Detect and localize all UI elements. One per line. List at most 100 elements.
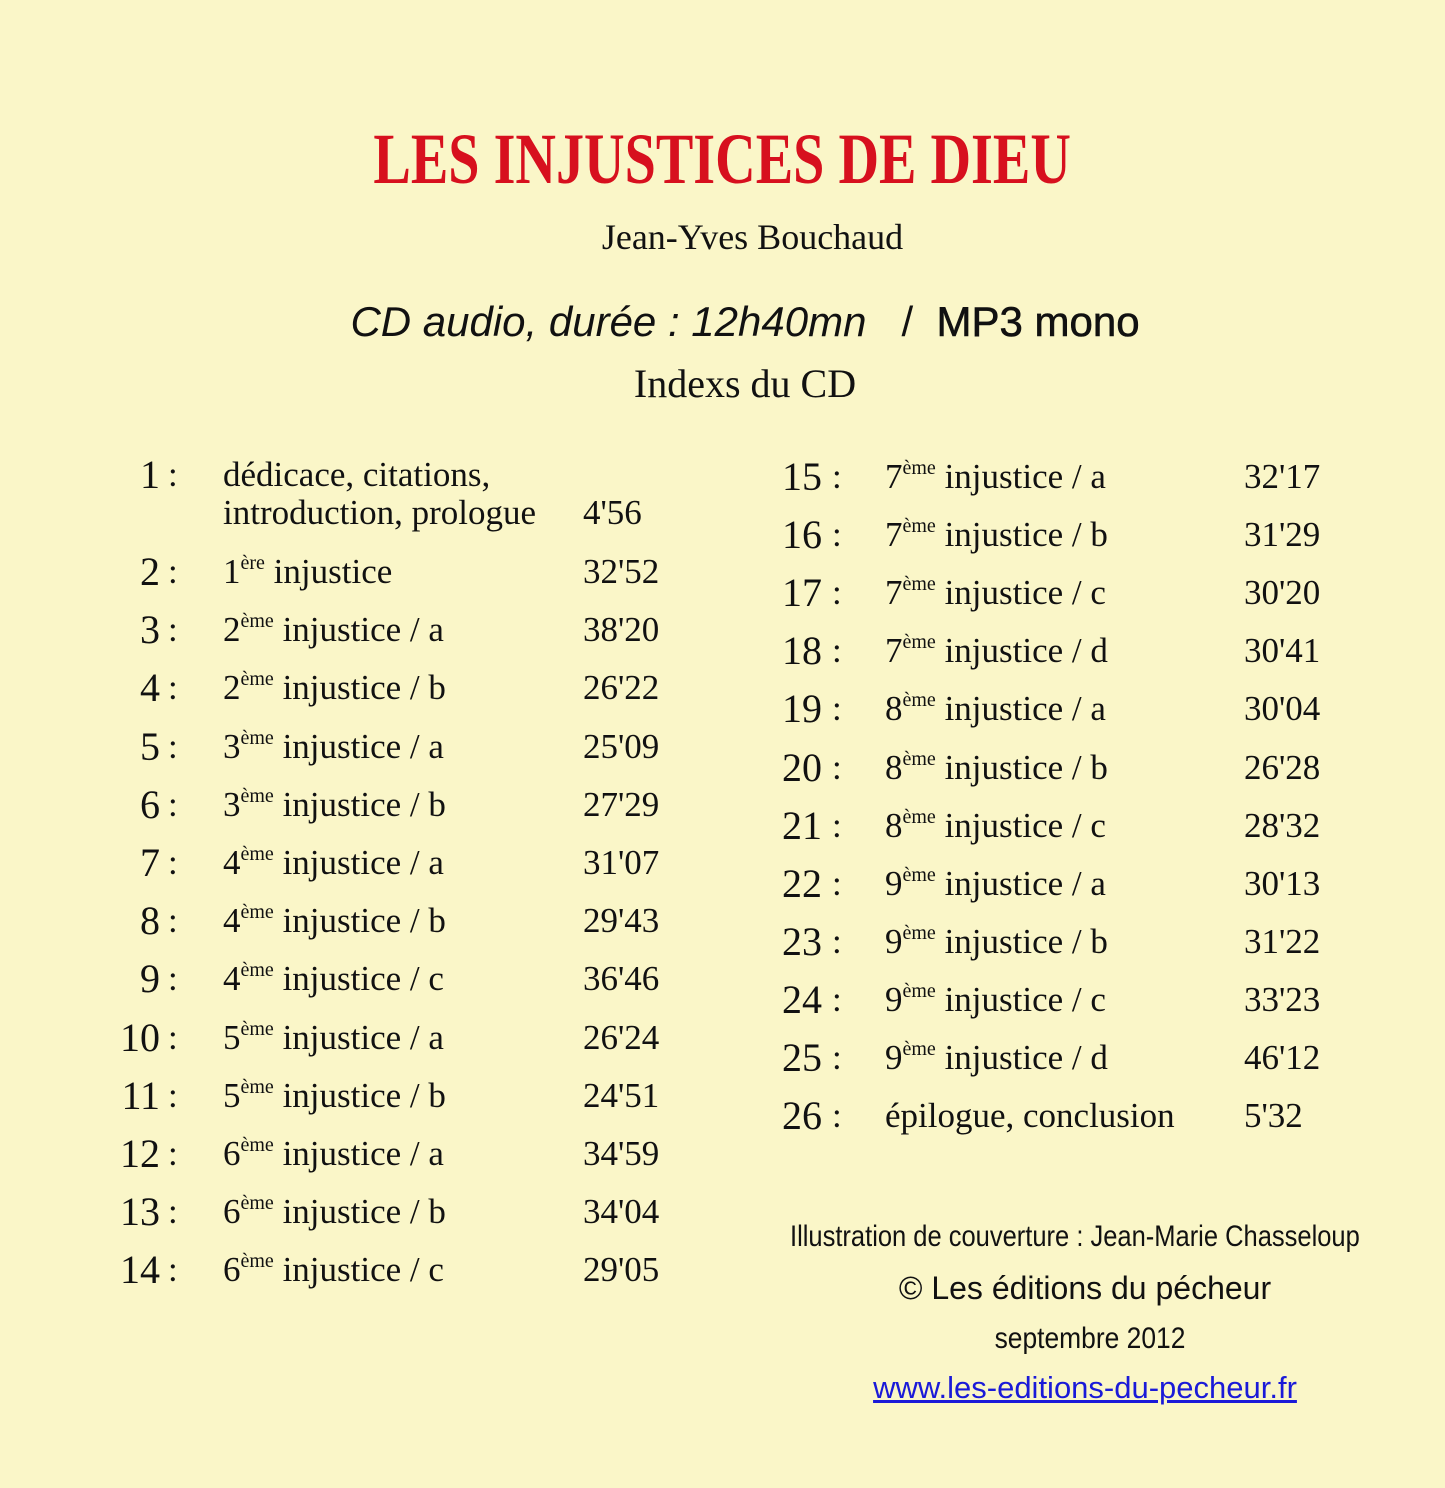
ordinal: 9 — [885, 1038, 903, 1077]
track-title: 3ème injustice / a — [223, 727, 444, 772]
track-duration: 30'04 — [1244, 689, 1321, 729]
ordinal-suffix: ème — [240, 1017, 274, 1040]
track-duration: 33'23 — [1244, 979, 1321, 1019]
track-duration: 31'22 — [1244, 921, 1321, 961]
track-number: 12 — [120, 1131, 160, 1176]
track-duration: 25'09 — [583, 726, 660, 766]
track-title: 2ème injustice / b — [223, 668, 446, 713]
track-colon: : — [832, 515, 842, 555]
track-number: 2 — [140, 549, 160, 594]
track-title: 9ème injustice / c — [885, 980, 1106, 1025]
track-duration: 34'59 — [583, 1134, 660, 1173]
author: Jean-Yves Bouchaud — [601, 217, 904, 257]
track-title: 6ème injustice / a — [223, 1134, 444, 1179]
ordinal: 2 — [223, 610, 241, 650]
track-duration: 31'07 — [583, 843, 660, 882]
track-title: 8ème injustice / a — [885, 689, 1106, 734]
title-text: injustice / a — [944, 863, 1106, 903]
track-duration: 31'29 — [1244, 515, 1321, 555]
track-number: 26 — [782, 1093, 822, 1139]
track-duration: 38'20 — [583, 610, 660, 650]
track-colon: : — [832, 1096, 842, 1136]
track-colon: : — [168, 610, 178, 650]
track-duration: 29'05 — [583, 1250, 660, 1290]
track-number: 6 — [140, 781, 160, 827]
track-title: 4ème injustice / b — [223, 901, 446, 946]
track-number: 15 — [782, 454, 822, 499]
track-duration: 46'12 — [1244, 1038, 1321, 1077]
track-number: 11 — [121, 1072, 160, 1118]
track-colon: : — [168, 959, 178, 999]
title-text: injustice / a — [944, 457, 1106, 496]
track-number: 8 — [140, 898, 160, 944]
track-duration: 32'17 — [1244, 457, 1321, 496]
ordinal-suffix: ème — [240, 959, 274, 982]
track-colon: : — [168, 1017, 178, 1057]
ordinal-suffix: ème — [902, 573, 936, 596]
track-number: 10 — [120, 1014, 160, 1060]
title-text: injustice / c — [282, 1250, 444, 1290]
track-colon: : — [832, 1038, 842, 1077]
track-colon: : — [832, 921, 842, 961]
track-title: 7ème injustice / a — [885, 457, 1106, 502]
ordinal: 9 — [885, 979, 903, 1019]
track-title: 9ème injustice / b — [885, 922, 1108, 967]
ordinal: 7 — [885, 515, 903, 555]
track-title: 3ème injustice / b — [223, 785, 446, 830]
ordinal: 3 — [223, 784, 241, 824]
ordinal-suffix: ème — [902, 863, 936, 886]
ordinal: 4 — [223, 843, 241, 882]
ordinal: 6 — [223, 1134, 241, 1173]
track-number: 16 — [782, 512, 822, 558]
track-duration: 30'41 — [1244, 631, 1321, 671]
title-text: injustice / b — [944, 747, 1108, 787]
track-number: 7 — [140, 840, 160, 885]
track-title: 7ème injustice / d — [885, 631, 1108, 676]
track-title: 5ème injustice / a — [223, 1018, 444, 1063]
ordinal-suffix: ème — [902, 747, 936, 770]
track-colon: : — [168, 455, 178, 494]
track-duration: 26'22 — [583, 668, 660, 708]
track-number: 13 — [120, 1189, 160, 1235]
title-text: injustice / b — [282, 1075, 446, 1115]
track-number: 25 — [782, 1035, 822, 1080]
ordinal: 6 — [223, 1250, 241, 1290]
ordinal: 3 — [223, 726, 241, 766]
track-number: 19 — [782, 686, 822, 732]
title-text: injustice / b — [944, 515, 1108, 555]
title-text: épilogue, conclusion — [885, 1096, 1175, 1136]
track-colon: : — [168, 726, 178, 766]
separator: / — [901, 298, 914, 345]
title-text: injustice / a — [282, 1134, 444, 1173]
track-duration: 26'28 — [1244, 747, 1321, 787]
ordinal-suffix: ème — [240, 784, 274, 807]
track-duration: 24'51 — [583, 1075, 660, 1115]
title-text: injustice / b — [282, 901, 446, 941]
track-colon: : — [832, 689, 842, 729]
track-title: 9ème injustice / a — [885, 864, 1106, 909]
ordinal: 9 — [885, 863, 903, 903]
track-title: 5ème injustice / b — [223, 1076, 446, 1121]
title-text: injustice / b — [944, 921, 1108, 961]
track-title-line: introduction, prologue — [223, 493, 537, 532]
title-text: injustice / a — [944, 689, 1106, 729]
track-colon: : — [832, 457, 842, 496]
track-title: 9ème injustice / d — [885, 1038, 1108, 1083]
ordinal-suffix: ème — [902, 689, 936, 712]
track-colon: : — [168, 901, 178, 941]
track-duration: 32'52 — [583, 552, 660, 591]
ordinal-suffix: ème — [902, 631, 936, 654]
track-title: 6ème injustice / b — [223, 1192, 446, 1237]
title-text: injustice — [273, 552, 393, 591]
track-colon: : — [168, 843, 178, 882]
ordinal: 6 — [223, 1192, 241, 1232]
copyright: © Les éditions du pécheur — [898, 1270, 1272, 1306]
track-colon: : — [832, 573, 842, 613]
track-number: 24 — [782, 976, 822, 1022]
track-title: épilogue, conclusion — [885, 1096, 1175, 1136]
ordinal-suffix: ème — [902, 921, 936, 944]
publication-date: septembre 2012 — [994, 1322, 1186, 1355]
track-colon: : — [168, 1075, 178, 1115]
website-link[interactable]: www.les-editions-du-pecheur.fr — [873, 1370, 1297, 1405]
track-colon: : — [168, 552, 178, 591]
